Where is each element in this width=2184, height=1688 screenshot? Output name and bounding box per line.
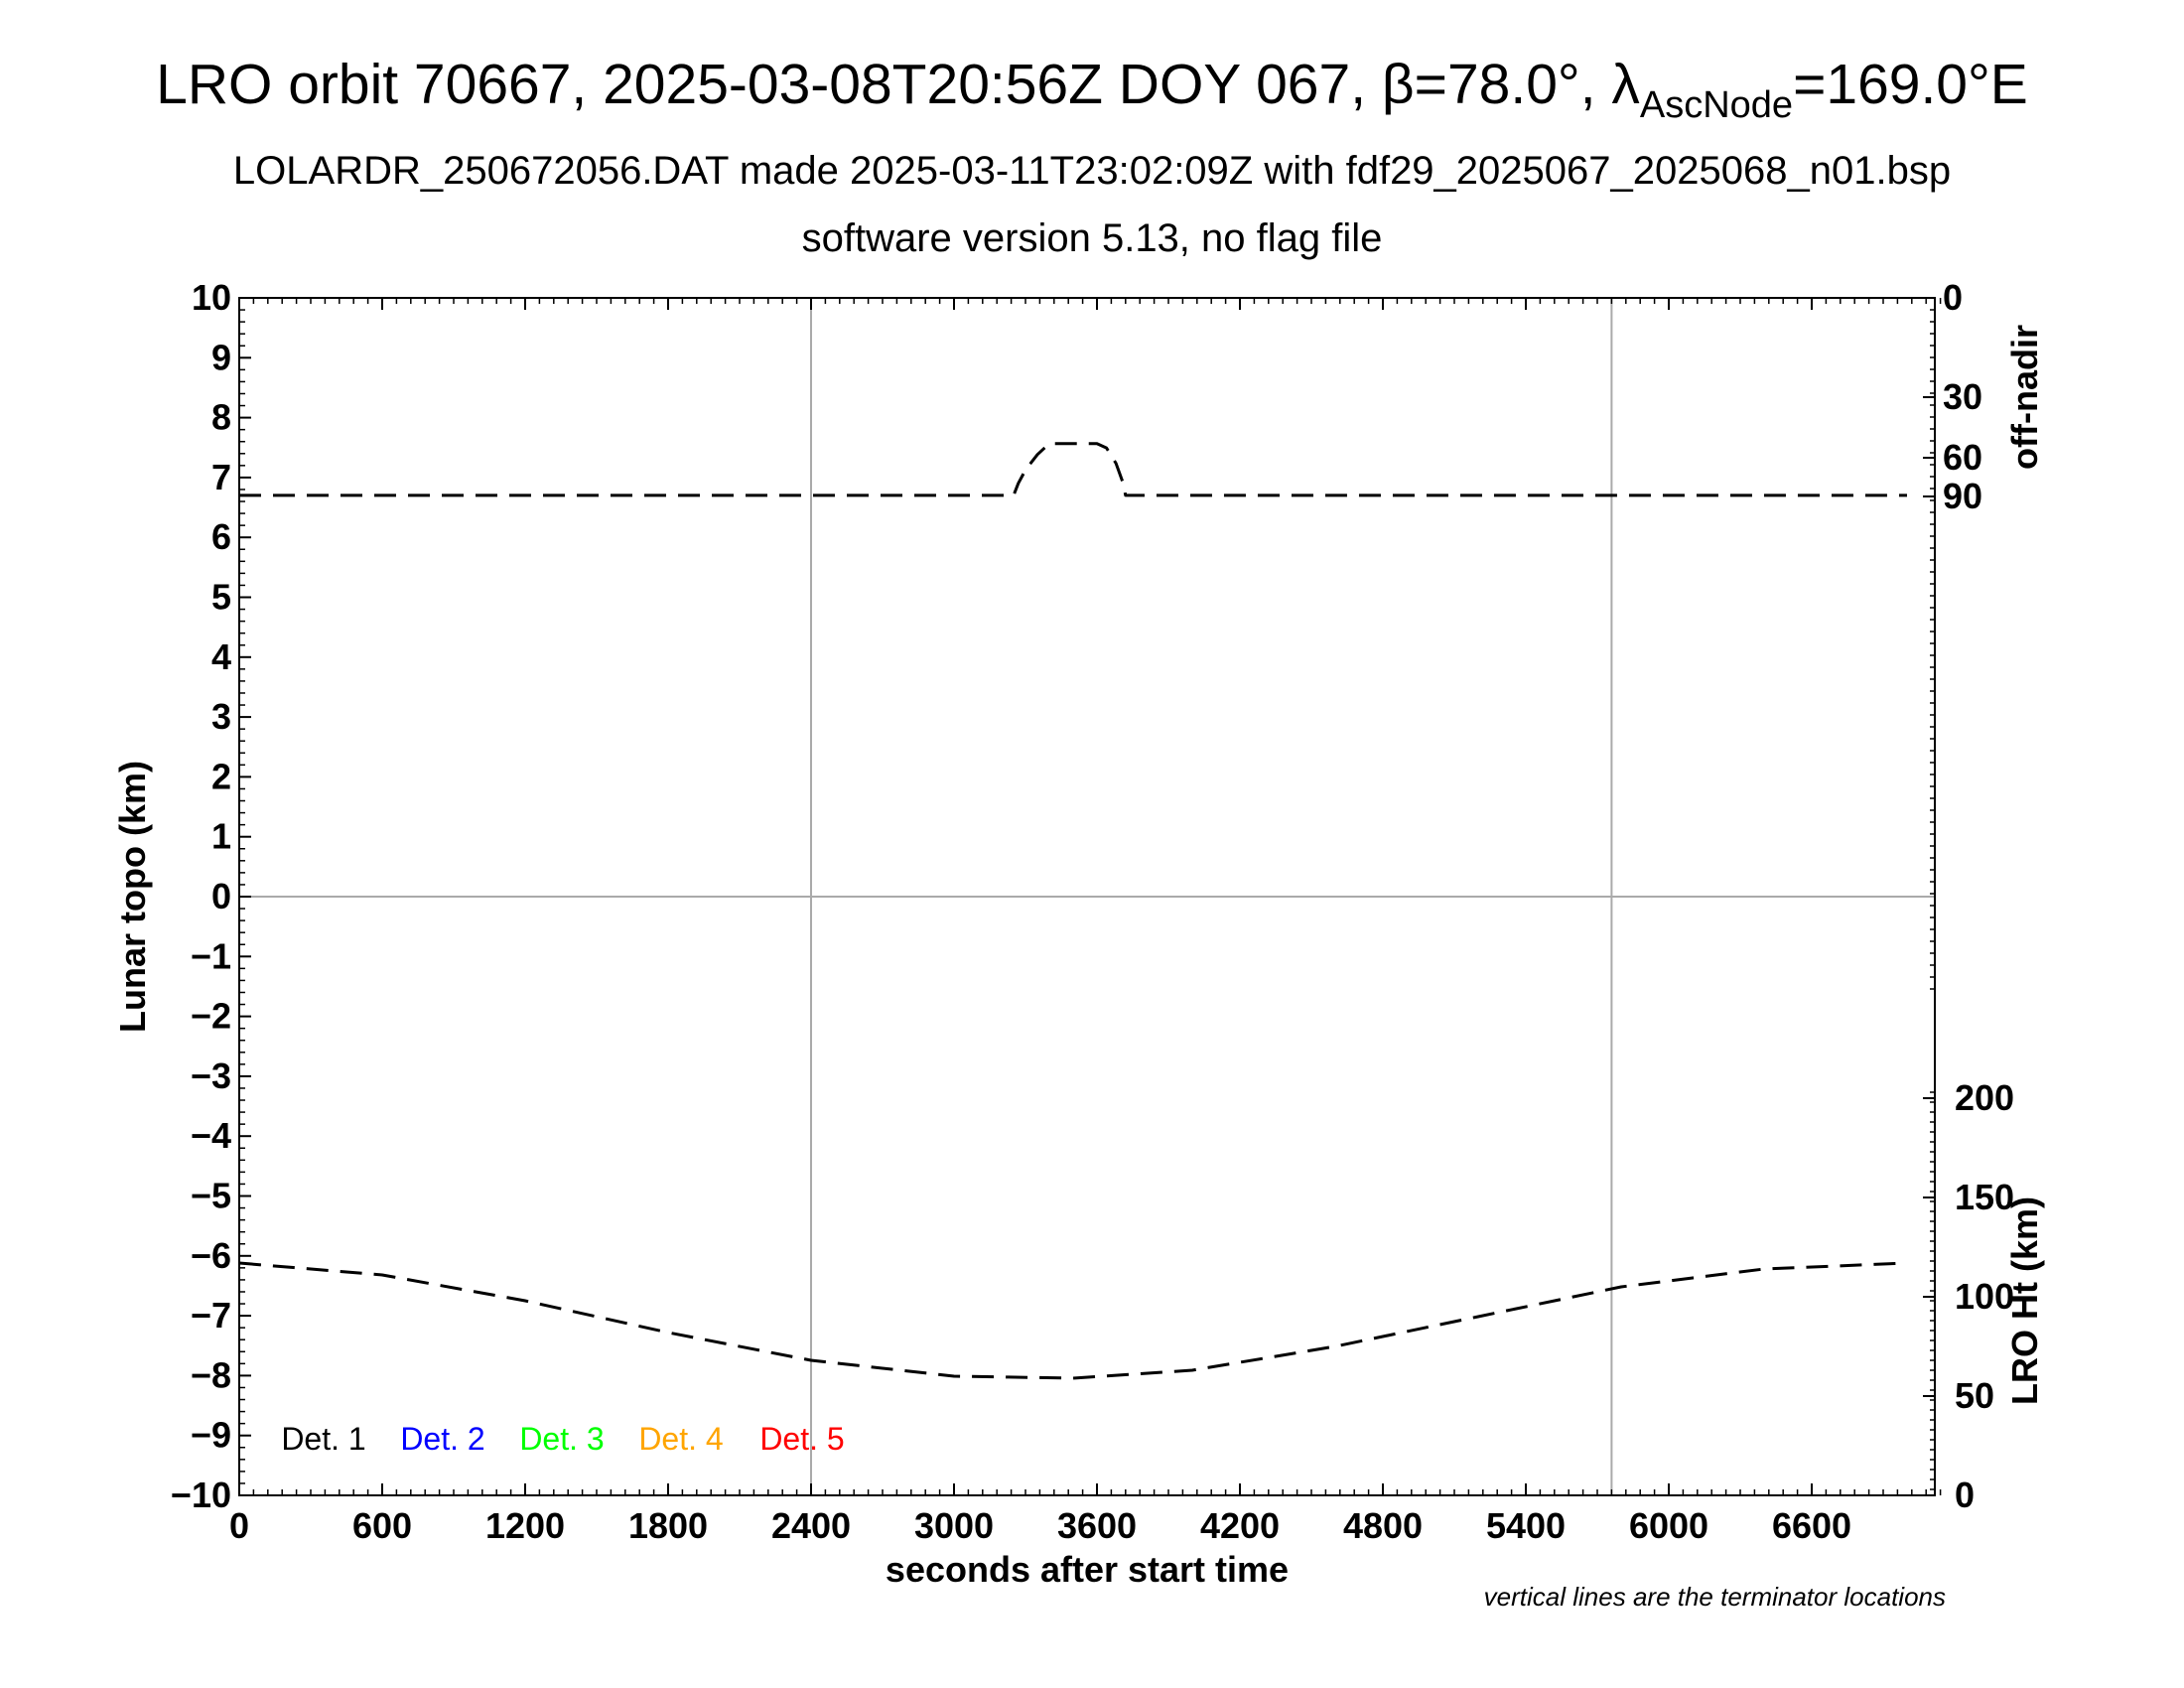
legend: Det. 1 Det. 2 Det. 3 Det. 4 Det. 5 bbox=[281, 1421, 844, 1457]
offnadir-tick-label: 60 bbox=[1943, 437, 1982, 478]
x-tick-label: 3600 bbox=[1057, 1505, 1137, 1546]
legend-entry: Det. 2 bbox=[400, 1421, 484, 1457]
y-tick-label: 3 bbox=[211, 696, 231, 737]
plot-frame bbox=[238, 297, 1936, 1496]
chart-subtitle-file: LOLARDR_250672056.DAT made 2025-03-11T23… bbox=[232, 149, 1952, 193]
y-tick-label: −6 bbox=[191, 1235, 231, 1276]
y-tick-label: −3 bbox=[191, 1055, 231, 1096]
series-layer bbox=[238, 442, 1908, 1380]
terminator-note: vertical lines are the terminator locati… bbox=[1484, 1582, 1946, 1612]
y-tick-label: −1 bbox=[191, 935, 231, 976]
offnadir-tick-label: 90 bbox=[1943, 476, 1982, 516]
y-tick-label: 10 bbox=[192, 277, 231, 318]
y-tick-label: 2 bbox=[211, 756, 231, 796]
height-tick-label: 200 bbox=[1955, 1077, 2014, 1118]
chart-title-end: =169.0°E bbox=[1793, 53, 2028, 116]
y-tick-label: 4 bbox=[211, 636, 231, 677]
y-tick-label: −10 bbox=[171, 1475, 231, 1515]
grid-layer bbox=[239, 298, 1935, 1495]
chart-title-main: LRO orbit 70667, 2025-03-08T20:56Z DOY 0… bbox=[156, 53, 1640, 116]
y-tick-label: −5 bbox=[191, 1176, 231, 1216]
x-tick-label: 6600 bbox=[1772, 1505, 1851, 1546]
height-tick-label: 100 bbox=[1955, 1276, 2014, 1317]
height-tick-label: 50 bbox=[1955, 1375, 1994, 1416]
y-axis-title: Lunar topo (km) bbox=[112, 761, 153, 1033]
y-tick-label: 5 bbox=[211, 577, 231, 618]
y-tick-label: −9 bbox=[191, 1415, 231, 1456]
height-series-line bbox=[238, 1261, 1908, 1380]
offnadir-tick-label: 30 bbox=[1943, 376, 1982, 417]
chart-title: LRO orbit 70667, 2025-03-08T20:56Z DOY 0… bbox=[0, 52, 2184, 124]
y-tick-label: −2 bbox=[191, 996, 231, 1037]
x-tick-label: 3000 bbox=[914, 1505, 994, 1546]
y-tick-label: 0 bbox=[211, 876, 231, 916]
y-tick-label: 8 bbox=[211, 397, 231, 438]
y-tick-label: 9 bbox=[211, 337, 231, 377]
y-tick-label: −7 bbox=[191, 1295, 231, 1336]
x-tick-label: 0 bbox=[229, 1505, 249, 1546]
x-tick-label: 4800 bbox=[1343, 1505, 1423, 1546]
x-tick-label: 6000 bbox=[1629, 1505, 1708, 1546]
y-tick-label: 1 bbox=[211, 816, 231, 857]
x-tick-label: 4200 bbox=[1200, 1505, 1280, 1546]
offnadir-series-line bbox=[239, 442, 1907, 497]
legend-entry: Det. 5 bbox=[759, 1421, 844, 1457]
height-tick-label: 150 bbox=[1955, 1177, 2014, 1217]
y-tick-label: −8 bbox=[191, 1354, 231, 1395]
y2-axis-title-offnadir: off-nadir bbox=[2004, 325, 2045, 470]
chart-subtitle-version: software version 5.13, no flag file bbox=[801, 216, 1383, 260]
chart-title-subscript: AscNode bbox=[1639, 84, 1794, 126]
x-tick-label: 600 bbox=[352, 1505, 412, 1546]
legend-entry: Det. 3 bbox=[519, 1421, 604, 1457]
x-axis-title: seconds after start time bbox=[886, 1549, 1289, 1590]
y-tick-label: −4 bbox=[191, 1115, 231, 1156]
legend-entry: Det. 1 bbox=[281, 1421, 365, 1457]
y-tick-label: 7 bbox=[211, 457, 231, 497]
y2-axis-title-height: LRO Ht (km) bbox=[2004, 1196, 2045, 1405]
height-tick-label: 0 bbox=[1955, 1475, 1975, 1515]
x-tick-label: 5400 bbox=[1486, 1505, 1566, 1546]
x-tick-label: 1200 bbox=[485, 1505, 565, 1546]
y-tick-label: 6 bbox=[211, 516, 231, 557]
x-tick-label: 2400 bbox=[771, 1505, 851, 1546]
legend-entry: Det. 4 bbox=[638, 1421, 723, 1457]
x-tick-label: 1800 bbox=[628, 1505, 708, 1546]
offnadir-tick-label: 0 bbox=[1943, 277, 1963, 318]
